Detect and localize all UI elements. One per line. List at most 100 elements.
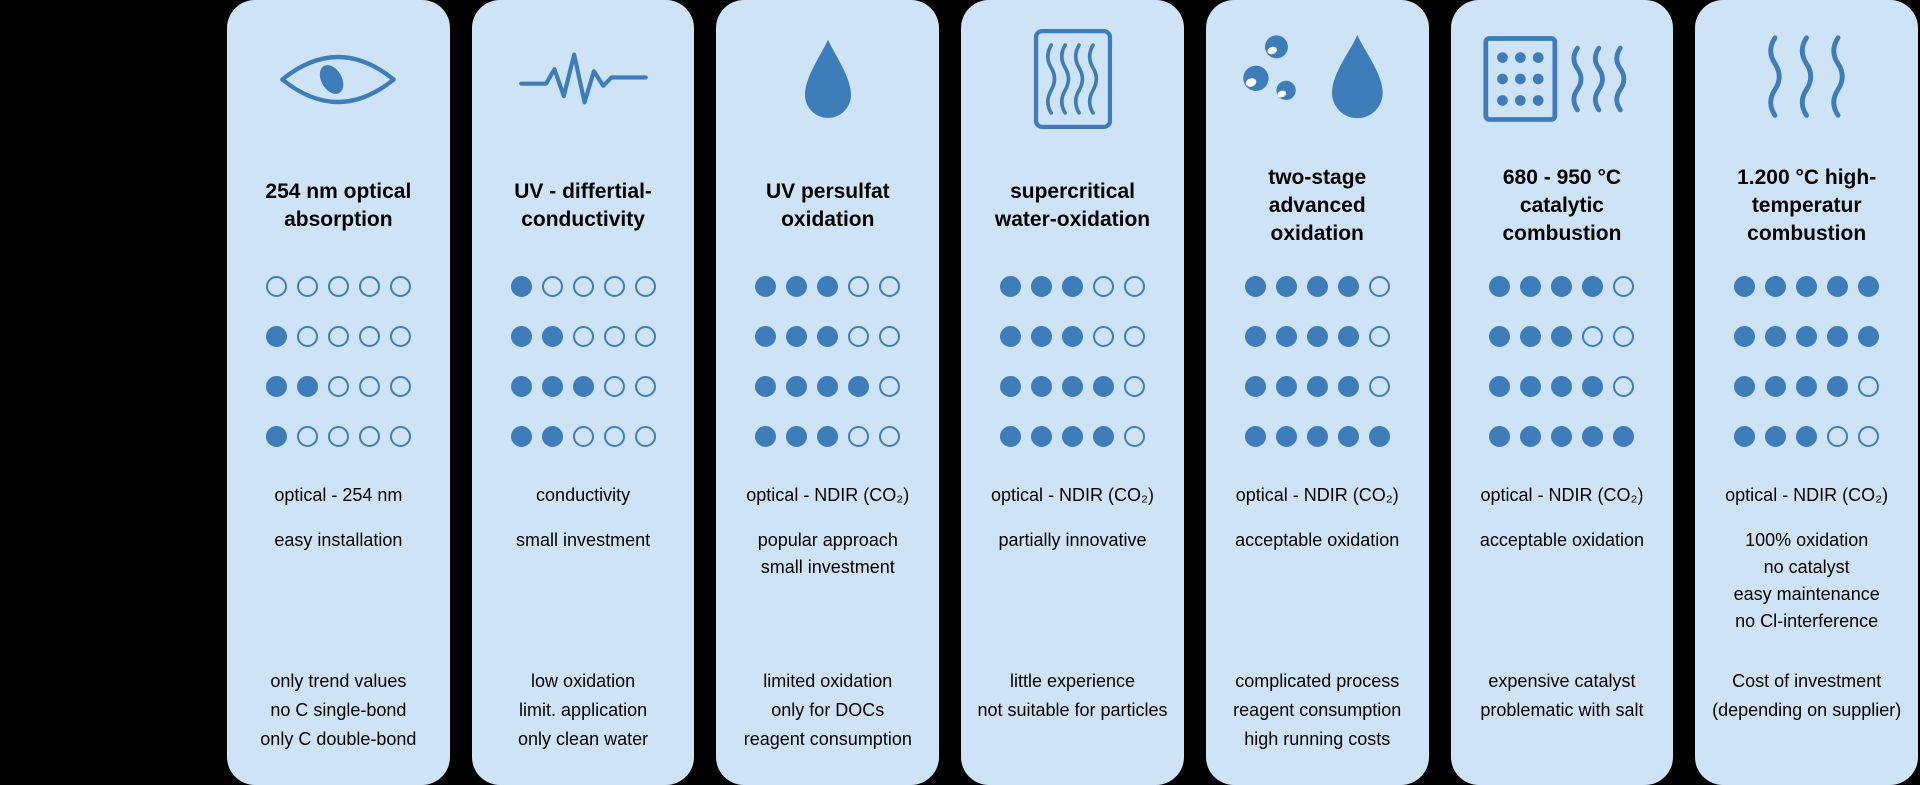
rating-row xyxy=(1734,326,1880,347)
card-icon-area xyxy=(1240,0,1395,150)
detection-method-label: optical - NDIR (CO₂) xyxy=(1725,485,1889,505)
pros-text: acceptable oxidation xyxy=(1480,527,1644,554)
card-icon-area xyxy=(796,0,860,150)
cons-line: expensive catalyst xyxy=(1488,671,1636,691)
rating-dot-filled xyxy=(541,376,563,397)
rating-dot-filled xyxy=(1551,426,1573,447)
rating-row xyxy=(1489,376,1635,397)
rating-dot-empty xyxy=(389,326,411,347)
rating-row xyxy=(265,276,411,297)
rating-dot-filled xyxy=(1306,326,1328,347)
method-card-2: UV - differtial- conductivity conductivi… xyxy=(471,0,695,785)
card-icon-area xyxy=(1482,0,1642,150)
rating-dot-filled xyxy=(510,276,532,297)
rating-dot-filled xyxy=(1368,426,1390,447)
rating-dot-filled xyxy=(1062,276,1084,297)
rating-dot-filled xyxy=(1337,326,1359,347)
catalyst-combustion-icon xyxy=(1483,36,1627,122)
rating-dot-empty xyxy=(358,426,380,447)
rating-dot-filled xyxy=(1520,376,1542,397)
rating-dot-empty xyxy=(1124,376,1146,397)
rating-dot-empty xyxy=(1858,426,1880,447)
bubbles-drop-icon xyxy=(1242,34,1383,118)
rating-grid xyxy=(755,276,901,447)
rating-dot-empty xyxy=(603,426,625,447)
method-card-4: supercritical water-oxidation optical - … xyxy=(961,0,1184,785)
method-title: two-stage advanced oxidation xyxy=(1268,166,1367,245)
rating-dot-empty xyxy=(389,376,411,397)
rating-dot-filled xyxy=(817,376,839,397)
rating-dot-filled xyxy=(1031,376,1053,397)
rating-dot-filled xyxy=(1062,376,1084,397)
rating-dot-filled xyxy=(1489,276,1511,297)
rating-dot-empty xyxy=(1093,326,1115,347)
rating-dot-filled xyxy=(755,276,777,297)
rating-dot-filled xyxy=(1827,326,1849,347)
rating-dot-filled xyxy=(510,426,532,447)
rating-dot-empty xyxy=(603,276,625,297)
method-title: UV persulfat oxidation xyxy=(765,180,890,231)
cons-text: limited oxidation only for DOCs reagent co… xyxy=(722,667,933,754)
rating-dot-empty xyxy=(1858,376,1880,397)
pros-line: partially innovative xyxy=(998,530,1147,550)
rating-dot-filled xyxy=(1031,326,1053,347)
rating-dot-empty xyxy=(634,376,656,397)
rating-row xyxy=(265,326,411,347)
rating-dot-filled xyxy=(817,426,839,447)
rating-dot-empty xyxy=(634,276,656,297)
rating-dot-filled xyxy=(1613,426,1635,447)
rating-dot-empty xyxy=(634,326,656,347)
cons-line: no C single-bond xyxy=(270,700,407,720)
rating-dot-filled xyxy=(541,326,563,347)
rating-dot-filled xyxy=(1275,426,1297,447)
rating-row xyxy=(265,376,411,397)
rating-row xyxy=(1000,376,1146,397)
rating-dot-filled xyxy=(817,276,839,297)
rating-row xyxy=(1734,276,1880,297)
rating-dot-empty xyxy=(879,426,901,447)
card-icon-area xyxy=(1033,0,1113,150)
pros-text: easy installation xyxy=(274,527,402,554)
method-comparison-board: 254 nm optical absorption optical - 254 … xyxy=(227,0,1919,785)
rating-dot-filled xyxy=(1275,326,1297,347)
rating-dot-empty xyxy=(1613,276,1635,297)
rating-dot-filled xyxy=(1520,276,1542,297)
rating-row xyxy=(510,276,656,297)
rating-dot-empty xyxy=(1827,426,1849,447)
rating-row xyxy=(265,426,411,447)
rating-row xyxy=(1734,376,1880,397)
rating-dot-filled xyxy=(1734,276,1756,297)
cons-line: low oxidation xyxy=(531,671,636,691)
rating-dot-filled xyxy=(1734,426,1756,447)
pros-text: 100% oxidation no catalyst easy maintenanc… xyxy=(1734,527,1880,635)
rating-dot-filled xyxy=(1582,426,1604,447)
cons-text: Cost of investment (depending on supplier… xyxy=(1701,667,1912,725)
rating-dot-filled xyxy=(848,376,870,397)
rating-dot-filled xyxy=(755,426,777,447)
rating-dot-filled xyxy=(265,376,287,397)
cons-text: expensive catalyst problematic with salt xyxy=(1457,667,1668,725)
rating-dot-empty xyxy=(541,276,563,297)
rating-dot-filled xyxy=(755,326,777,347)
rating-dot-filled xyxy=(786,326,808,347)
pros-line: no Cl-interference xyxy=(1735,611,1879,631)
rating-dot-filled xyxy=(1489,376,1511,397)
rating-dot-filled xyxy=(1796,376,1818,397)
rating-dot-empty xyxy=(879,326,901,347)
rating-dot-filled xyxy=(817,326,839,347)
rating-dot-filled xyxy=(1093,376,1115,397)
rating-dot-empty xyxy=(879,376,901,397)
rating-dot-filled xyxy=(1765,276,1787,297)
rating-dot-empty xyxy=(358,326,380,347)
rating-dot-filled xyxy=(1244,376,1266,397)
rating-dot-filled xyxy=(510,326,532,347)
rating-dot-filled xyxy=(1093,426,1115,447)
cons-line: not suitable for particles xyxy=(977,700,1168,720)
rating-row xyxy=(1489,426,1635,447)
rating-dot-filled xyxy=(1827,376,1849,397)
rating-dot-filled xyxy=(572,376,594,397)
rating-dot-filled xyxy=(265,326,287,347)
rating-dot-filled xyxy=(1582,376,1604,397)
card-icon-area xyxy=(515,0,652,150)
rating-dot-empty xyxy=(296,276,318,297)
